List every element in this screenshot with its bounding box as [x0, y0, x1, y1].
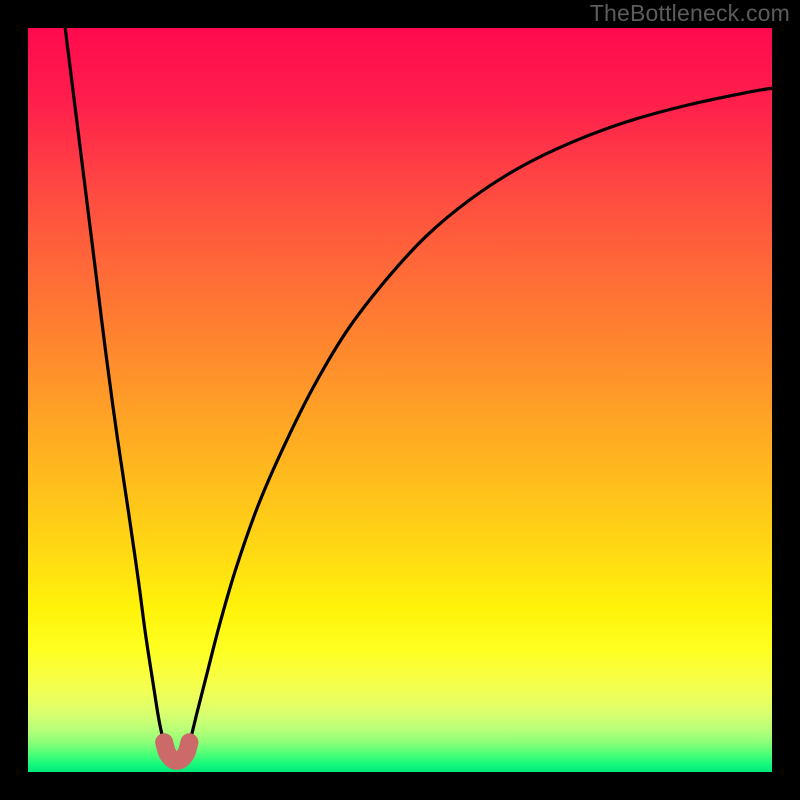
dip-marker — [164, 742, 189, 761]
curve-left-branch — [65, 28, 164, 744]
watermark-text: TheBottleneck.com — [590, 0, 790, 27]
bottleneck-curve — [28, 28, 772, 772]
plot-area — [28, 28, 772, 772]
curve-right-branch — [189, 88, 772, 743]
